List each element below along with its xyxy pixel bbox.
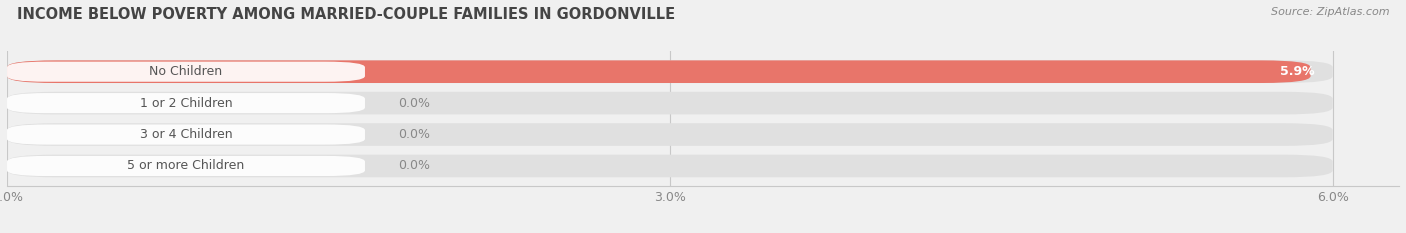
Text: 0.0%: 0.0% bbox=[398, 97, 430, 110]
Text: 5 or more Children: 5 or more Children bbox=[128, 159, 245, 172]
FancyBboxPatch shape bbox=[7, 60, 1333, 83]
FancyBboxPatch shape bbox=[7, 60, 1310, 83]
Text: 1 or 2 Children: 1 or 2 Children bbox=[139, 97, 232, 110]
FancyBboxPatch shape bbox=[7, 124, 366, 145]
FancyBboxPatch shape bbox=[7, 156, 366, 176]
Text: INCOME BELOW POVERTY AMONG MARRIED-COUPLE FAMILIES IN GORDONVILLE: INCOME BELOW POVERTY AMONG MARRIED-COUPL… bbox=[17, 7, 675, 22]
FancyBboxPatch shape bbox=[7, 92, 1333, 114]
Text: 0.0%: 0.0% bbox=[398, 159, 430, 172]
Text: 0.0%: 0.0% bbox=[398, 128, 430, 141]
Text: Source: ZipAtlas.com: Source: ZipAtlas.com bbox=[1271, 7, 1389, 17]
Text: 3 or 4 Children: 3 or 4 Children bbox=[139, 128, 232, 141]
FancyBboxPatch shape bbox=[7, 155, 1333, 177]
FancyBboxPatch shape bbox=[7, 123, 1333, 146]
FancyBboxPatch shape bbox=[7, 62, 366, 82]
Text: No Children: No Children bbox=[149, 65, 222, 78]
Text: 5.9%: 5.9% bbox=[1281, 65, 1315, 78]
FancyBboxPatch shape bbox=[7, 93, 366, 113]
